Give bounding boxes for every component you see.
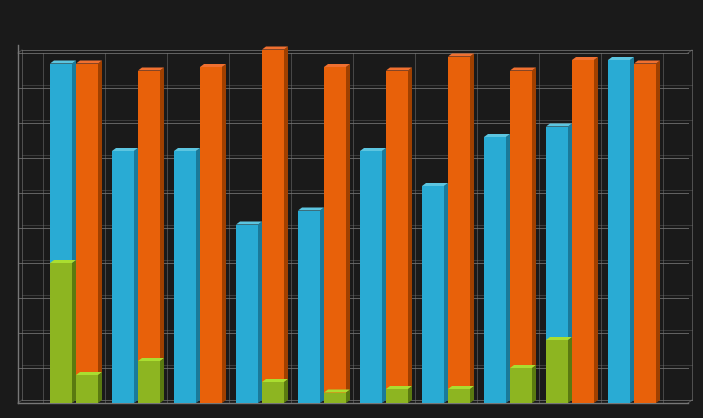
Polygon shape [382, 148, 386, 403]
Bar [510, 71, 532, 368]
Polygon shape [160, 358, 164, 403]
Bar [324, 393, 346, 403]
Polygon shape [134, 148, 138, 403]
Polygon shape [222, 64, 226, 403]
Bar [324, 67, 346, 393]
Polygon shape [262, 46, 288, 49]
Polygon shape [324, 64, 350, 67]
Bar [386, 71, 408, 389]
Polygon shape [346, 390, 350, 403]
Bar [262, 382, 284, 403]
Polygon shape [634, 61, 660, 64]
Bar [448, 56, 470, 389]
Polygon shape [324, 390, 350, 393]
Polygon shape [506, 134, 510, 403]
Polygon shape [200, 64, 226, 67]
Polygon shape [98, 61, 102, 375]
Bar [50, 64, 72, 263]
Bar [546, 340, 568, 403]
Polygon shape [568, 123, 572, 340]
Polygon shape [386, 67, 412, 71]
Bar [174, 151, 196, 403]
Polygon shape [98, 372, 102, 403]
Bar [422, 186, 444, 403]
Polygon shape [138, 358, 164, 361]
Polygon shape [608, 57, 634, 60]
Polygon shape [284, 379, 288, 403]
Polygon shape [50, 61, 76, 64]
Polygon shape [50, 260, 76, 263]
Polygon shape [630, 57, 634, 403]
Polygon shape [448, 54, 474, 56]
Polygon shape [408, 67, 412, 389]
Polygon shape [470, 54, 474, 389]
Bar [484, 137, 506, 403]
Polygon shape [320, 207, 324, 403]
Bar [386, 389, 408, 403]
Polygon shape [510, 67, 536, 71]
Polygon shape [444, 183, 448, 403]
Polygon shape [422, 183, 448, 186]
Polygon shape [72, 61, 76, 263]
Polygon shape [594, 57, 598, 403]
Bar [76, 375, 98, 403]
Bar [112, 151, 134, 403]
Polygon shape [386, 386, 412, 389]
Bar [262, 49, 284, 382]
Polygon shape [360, 148, 386, 151]
Polygon shape [196, 148, 200, 403]
Polygon shape [510, 365, 536, 368]
Polygon shape [76, 61, 102, 64]
Polygon shape [532, 365, 536, 403]
Polygon shape [546, 337, 572, 340]
Polygon shape [262, 379, 288, 382]
Polygon shape [76, 372, 102, 375]
Polygon shape [656, 61, 660, 403]
Bar [546, 127, 568, 340]
Polygon shape [572, 57, 598, 60]
Polygon shape [484, 134, 510, 137]
Polygon shape [546, 123, 572, 127]
Polygon shape [448, 386, 474, 389]
Polygon shape [532, 67, 536, 368]
Bar [138, 71, 160, 361]
Bar [298, 211, 320, 403]
Polygon shape [470, 386, 474, 403]
Polygon shape [138, 67, 164, 71]
Bar [608, 60, 630, 403]
Polygon shape [408, 386, 412, 403]
Bar [236, 224, 258, 403]
Bar [448, 389, 470, 403]
Bar [76, 64, 98, 375]
Bar [138, 361, 160, 403]
Polygon shape [72, 260, 76, 403]
Bar [200, 67, 222, 403]
Bar [50, 263, 72, 403]
Polygon shape [174, 148, 200, 151]
Bar [510, 368, 532, 403]
Polygon shape [160, 67, 164, 361]
Bar [634, 64, 656, 403]
Bar [360, 151, 382, 403]
Bar [572, 60, 594, 403]
Polygon shape [298, 207, 324, 211]
Polygon shape [258, 222, 262, 403]
Polygon shape [568, 337, 572, 403]
Polygon shape [112, 148, 138, 151]
Polygon shape [284, 46, 288, 382]
Polygon shape [236, 222, 262, 224]
Polygon shape [346, 64, 350, 393]
